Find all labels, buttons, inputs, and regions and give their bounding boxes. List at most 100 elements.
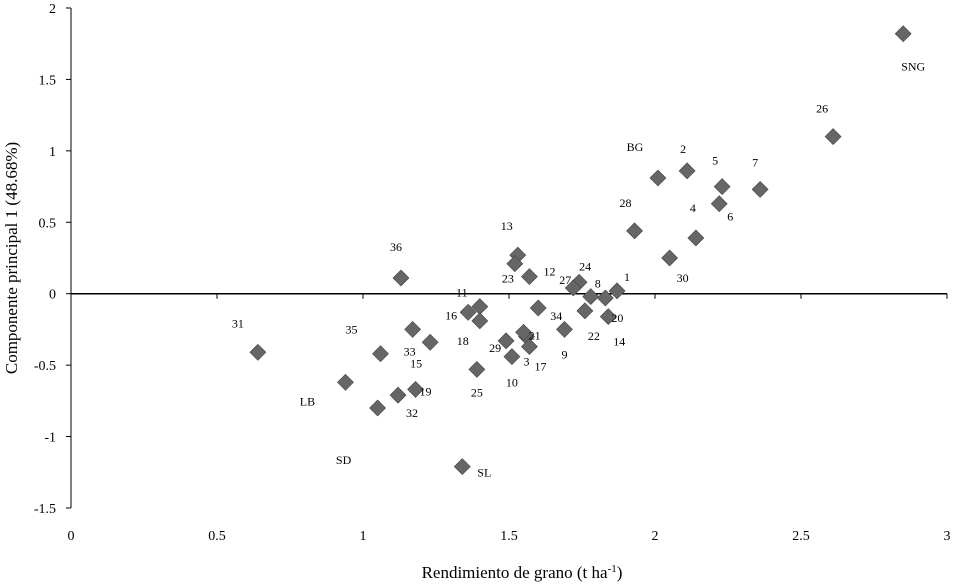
data-label-sd: SD [336,453,352,467]
data-marker-1 [608,282,626,300]
data-label-35: 35 [346,323,358,337]
data-marker-22 [576,302,594,320]
x-axis-tick-marks [70,293,948,299]
data-label-33: 33 [404,344,416,358]
data-label-9: 9 [561,347,567,361]
data-label-32: 32 [406,406,418,420]
data-label-lb: LB [300,394,315,408]
data-marker-27 [564,279,582,297]
data-label-30: 30 [677,271,689,285]
data-label-10: 10 [506,376,518,390]
y-tick-label: -1.5 [34,502,56,517]
data-marker-15 [421,333,439,351]
data-label-1: 1 [624,270,630,284]
data-marker-2 [678,162,696,180]
data-label-20: 20 [611,311,623,325]
x-tick-label: 1.5 [500,529,518,544]
data-marker-sng [894,25,912,43]
data-label-28: 28 [620,196,632,210]
y-tick-label: 2 [49,2,56,17]
data-marker-23 [506,255,524,273]
data-label-7: 7 [752,155,758,169]
data-marker-31 [249,343,267,361]
x-axis-tick-labels: 0 0.5 1 1.5 2 2.5 3 [68,529,951,544]
data-marker-8 [582,288,600,305]
data-marker-29 [497,332,515,350]
data-label-sng: SNG [901,60,925,74]
x-tick-label: 3 [944,529,951,544]
data-marker-25 [468,361,486,378]
data-label-6: 6 [727,210,733,224]
y-axis-title: Componente principal 1 (48.68%) [2,142,21,374]
data-label-15: 15 [410,356,422,370]
y-tick-label: 0.5 [39,216,57,231]
data-label-31: 31 [232,316,244,330]
x-tick-label: 0.5 [208,529,226,544]
x-tick-label: 2 [652,529,659,544]
data-marker-9 [556,321,573,338]
data-label-sl: SL [477,466,491,480]
data-label-3: 3 [524,355,530,369]
data-label-25: 25 [471,385,483,399]
y-tick-label: -1 [44,431,56,446]
data-markers [249,25,912,475]
data-marker-16 [459,303,477,321]
data-marker-14 [599,308,617,325]
data-label-bg: BG [627,140,644,154]
data-marker-17 [521,338,538,355]
data-label-23: 23 [502,272,514,286]
data-marker-4 [687,229,705,247]
data-label-29: 29 [489,341,501,355]
data-marker-7 [751,181,769,198]
data-label-24: 24 [579,259,591,273]
data-label-26: 26 [816,102,828,116]
data-label-14: 14 [613,335,625,349]
data-marker-sd [369,399,387,417]
data-label-22: 22 [588,329,600,343]
data-marker-6 [710,195,728,213]
data-label-2: 2 [680,142,686,156]
data-marker-18 [471,312,489,330]
x-tick-label: 0 [68,529,75,544]
data-marker-10 [503,348,521,365]
data-marker-5 [713,178,731,195]
data-marker-28 [626,222,643,240]
data-marker-bg [649,169,667,187]
data-marker-34 [529,299,547,317]
data-marker-12 [521,268,538,285]
x-axis-title: Rendimiento de grano (t ha-1) [422,563,623,582]
data-label-19: 19 [420,384,432,398]
data-marker-36 [392,269,410,287]
data-label-11: 11 [456,286,468,300]
data-label-16: 16 [445,308,457,322]
data-marker-lb [337,373,354,391]
data-label-5: 5 [712,154,718,168]
y-tick-label: 0 [49,288,56,303]
data-label-8: 8 [595,277,601,291]
data-label-36: 36 [390,240,402,254]
y-axis-tick-labels: -1.5 -1 -0.5 0 0.5 1 1.5 2 [34,2,56,517]
data-marker-20 [596,289,614,307]
data-label-18: 18 [457,334,469,348]
data-marker-33 [404,321,422,338]
data-marker-sl [453,458,471,475]
data-label-12: 12 [543,265,555,279]
data-label-4: 4 [690,201,696,215]
data-label-34: 34 [550,309,562,323]
data-marker-30 [661,249,679,267]
data-label-27: 27 [559,273,571,287]
data-label-17: 17 [534,360,546,374]
data-label-13: 13 [501,219,513,233]
data-marker-35 [372,345,389,363]
y-tick-label: 1.5 [39,73,57,88]
x-tick-label: 1 [360,529,367,544]
data-marker-19 [407,381,424,398]
y-tick-label: 1 [49,145,56,160]
data-marker-26 [824,128,842,145]
data-marker-21 [515,323,533,341]
data-marker-32 [389,386,407,404]
x-tick-label: 2.5 [792,529,810,544]
data-label-21: 21 [529,328,541,342]
